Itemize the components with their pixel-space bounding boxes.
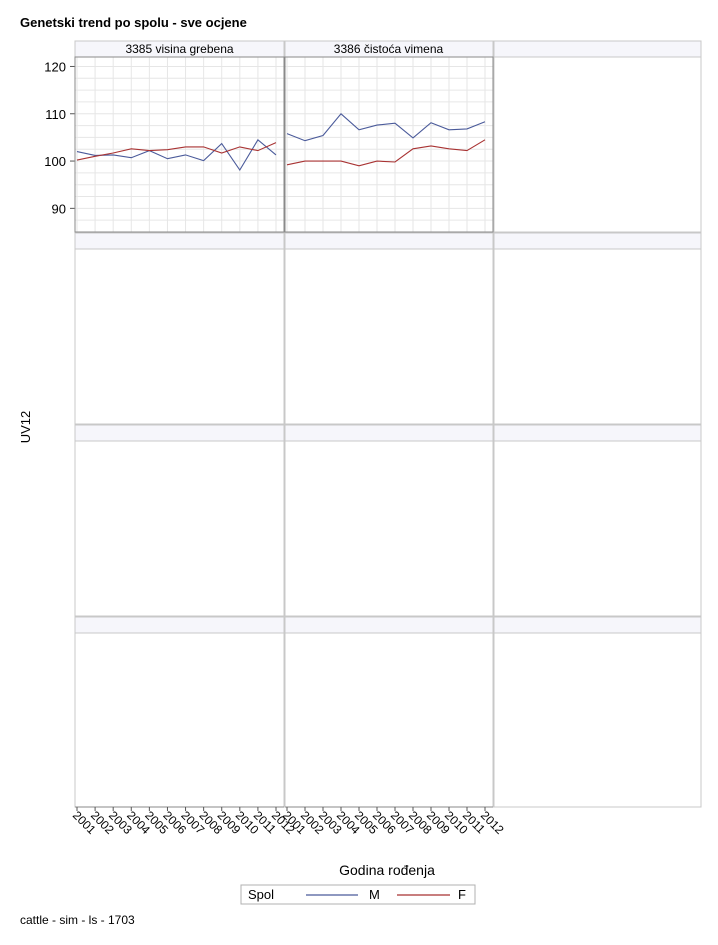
panel-cell [74, 440, 285, 617]
y-tick-label: 100 [44, 154, 66, 169]
panel-cell [493, 248, 702, 425]
panel-header [284, 424, 494, 442]
y-tick-label: 90 [52, 201, 66, 216]
legend: Spol M F [240, 884, 476, 905]
panel-cell [284, 248, 494, 425]
panel-cell [284, 440, 494, 617]
panel-label: 3386 čistoća vimena [334, 42, 444, 56]
y-axis-label: UV12 [18, 411, 33, 444]
panel-header [284, 616, 494, 634]
legend-label-m: M [369, 887, 380, 902]
series-line-m [76, 138, 277, 172]
panel-cell [493, 440, 702, 617]
panel-header [284, 232, 494, 250]
panel-header [493, 40, 702, 58]
panel-label: 3385 visina grebena [125, 42, 233, 56]
panel-header [74, 616, 285, 634]
panel-cell [74, 248, 285, 425]
legend-title: Spol [248, 887, 274, 902]
panel-cell [284, 56, 494, 233]
panel-cell [74, 56, 285, 233]
y-tick-label: 120 [44, 59, 66, 74]
series-line-f [76, 142, 277, 161]
y-tick-label: 110 [45, 107, 66, 122]
series-line-f [286, 139, 486, 167]
panel-header [493, 616, 702, 634]
x-axis-label: Godina rođenja [339, 862, 435, 878]
panel-header [74, 424, 285, 442]
panel-grid [74, 40, 702, 808]
chart-title: Genetski trend po spolu - sve ocjene [20, 15, 247, 30]
series-line-m [286, 113, 486, 142]
panel-header [74, 232, 285, 250]
plot-frame [284, 56, 494, 233]
panel-cell [493, 56, 702, 233]
panel-header [493, 424, 702, 442]
panel-cell [284, 632, 494, 808]
legend-label-f: F [458, 887, 466, 902]
plot-area: 3385 visina grebena 3386 čistoća vimena [74, 42, 494, 233]
chart-footer: cattle - sim - ls - 1703 [20, 913, 135, 927]
panel-cell [74, 632, 285, 808]
panel-cell [493, 632, 702, 808]
panel-header [493, 232, 702, 250]
